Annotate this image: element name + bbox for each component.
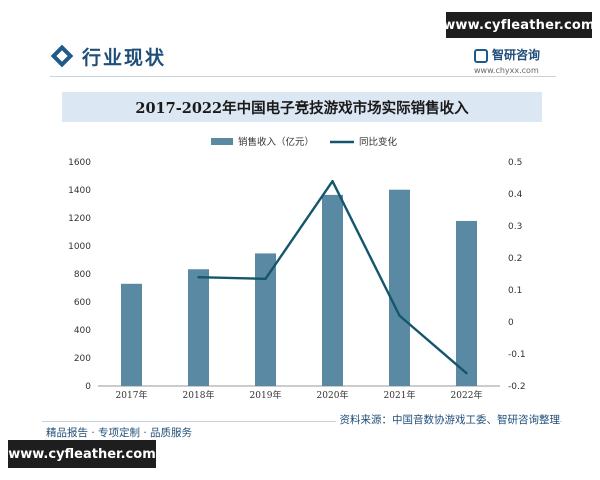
- bar: [121, 283, 142, 386]
- watermark-top: www.cyfleather.com: [443, 12, 595, 38]
- y-right-tick-label: 0.3: [508, 222, 522, 232]
- y-right-tick-label: 0: [508, 318, 514, 328]
- x-tick-label: 2020年: [317, 389, 349, 401]
- y-right-tick-label: 0.1: [508, 286, 522, 296]
- x-tick-label: 2018年: [183, 389, 215, 401]
- y-right-tick-label: 0.4: [508, 190, 523, 200]
- y-left-tick-label: 1200: [68, 214, 91, 224]
- y-left-tick-label: 600: [74, 298, 91, 308]
- y-right-tick-label: -0.2: [508, 382, 526, 392]
- bar: [456, 220, 477, 386]
- line-point: [465, 372, 468, 375]
- line-point: [264, 277, 267, 280]
- watermark-bottom: www.cyfleather.com: [8, 440, 156, 468]
- brand-logo-icon: [474, 49, 488, 63]
- chart-title-band: [62, 92, 542, 122]
- brand-url: www.chyxx.com: [474, 66, 539, 75]
- bar: [188, 269, 209, 386]
- legend-bar-label: 销售收入（亿元）: [238, 136, 314, 148]
- brand-logo-block: 智研咨询 www.chyxx.com: [474, 46, 560, 80]
- chart-title: 2017-2022年中国电子竞技游戏市场实际销售收入: [135, 99, 469, 117]
- bar: [255, 253, 276, 386]
- x-tick-label: 2021年: [384, 389, 416, 401]
- line-point: [398, 314, 401, 317]
- y-right-tick-label: 0.5: [508, 158, 522, 168]
- y-right-tick-label: -0.1: [508, 350, 526, 360]
- x-tick-label: 2017年: [116, 389, 148, 401]
- y-left-tick-label: 200: [74, 354, 91, 364]
- y-right-tick-label: 0.2: [508, 254, 522, 264]
- line-point: [197, 276, 200, 279]
- y-left-tick-label: 400: [74, 326, 91, 336]
- y-left-tick-label: 1400: [68, 186, 91, 196]
- x-tick-label: 2022年: [451, 389, 483, 401]
- brand-name: 智研咨询: [492, 48, 541, 62]
- bar: [389, 189, 410, 386]
- bar: [322, 194, 343, 386]
- footer-divider: [42, 421, 562, 422]
- line-point: [331, 180, 334, 183]
- footer-tagline: 精品报告 · 专项定制 · 品质服务: [46, 427, 193, 439]
- legend-bar-swatch: [211, 138, 233, 145]
- y-left-tick-label: 1000: [68, 242, 91, 252]
- legend-line-label: 同比变化: [359, 136, 398, 148]
- header-divider: [50, 76, 556, 77]
- x-tick-label: 2019年: [250, 389, 282, 401]
- y-left-tick-label: 800: [74, 270, 91, 280]
- y-left-tick-label: 1600: [68, 158, 91, 168]
- y-left-tick-label: 0: [85, 382, 91, 392]
- source-note: 资料来源：中国音数协游戏工委、智研咨询整理: [335, 412, 560, 427]
- section-title: 行业现状: [82, 47, 167, 69]
